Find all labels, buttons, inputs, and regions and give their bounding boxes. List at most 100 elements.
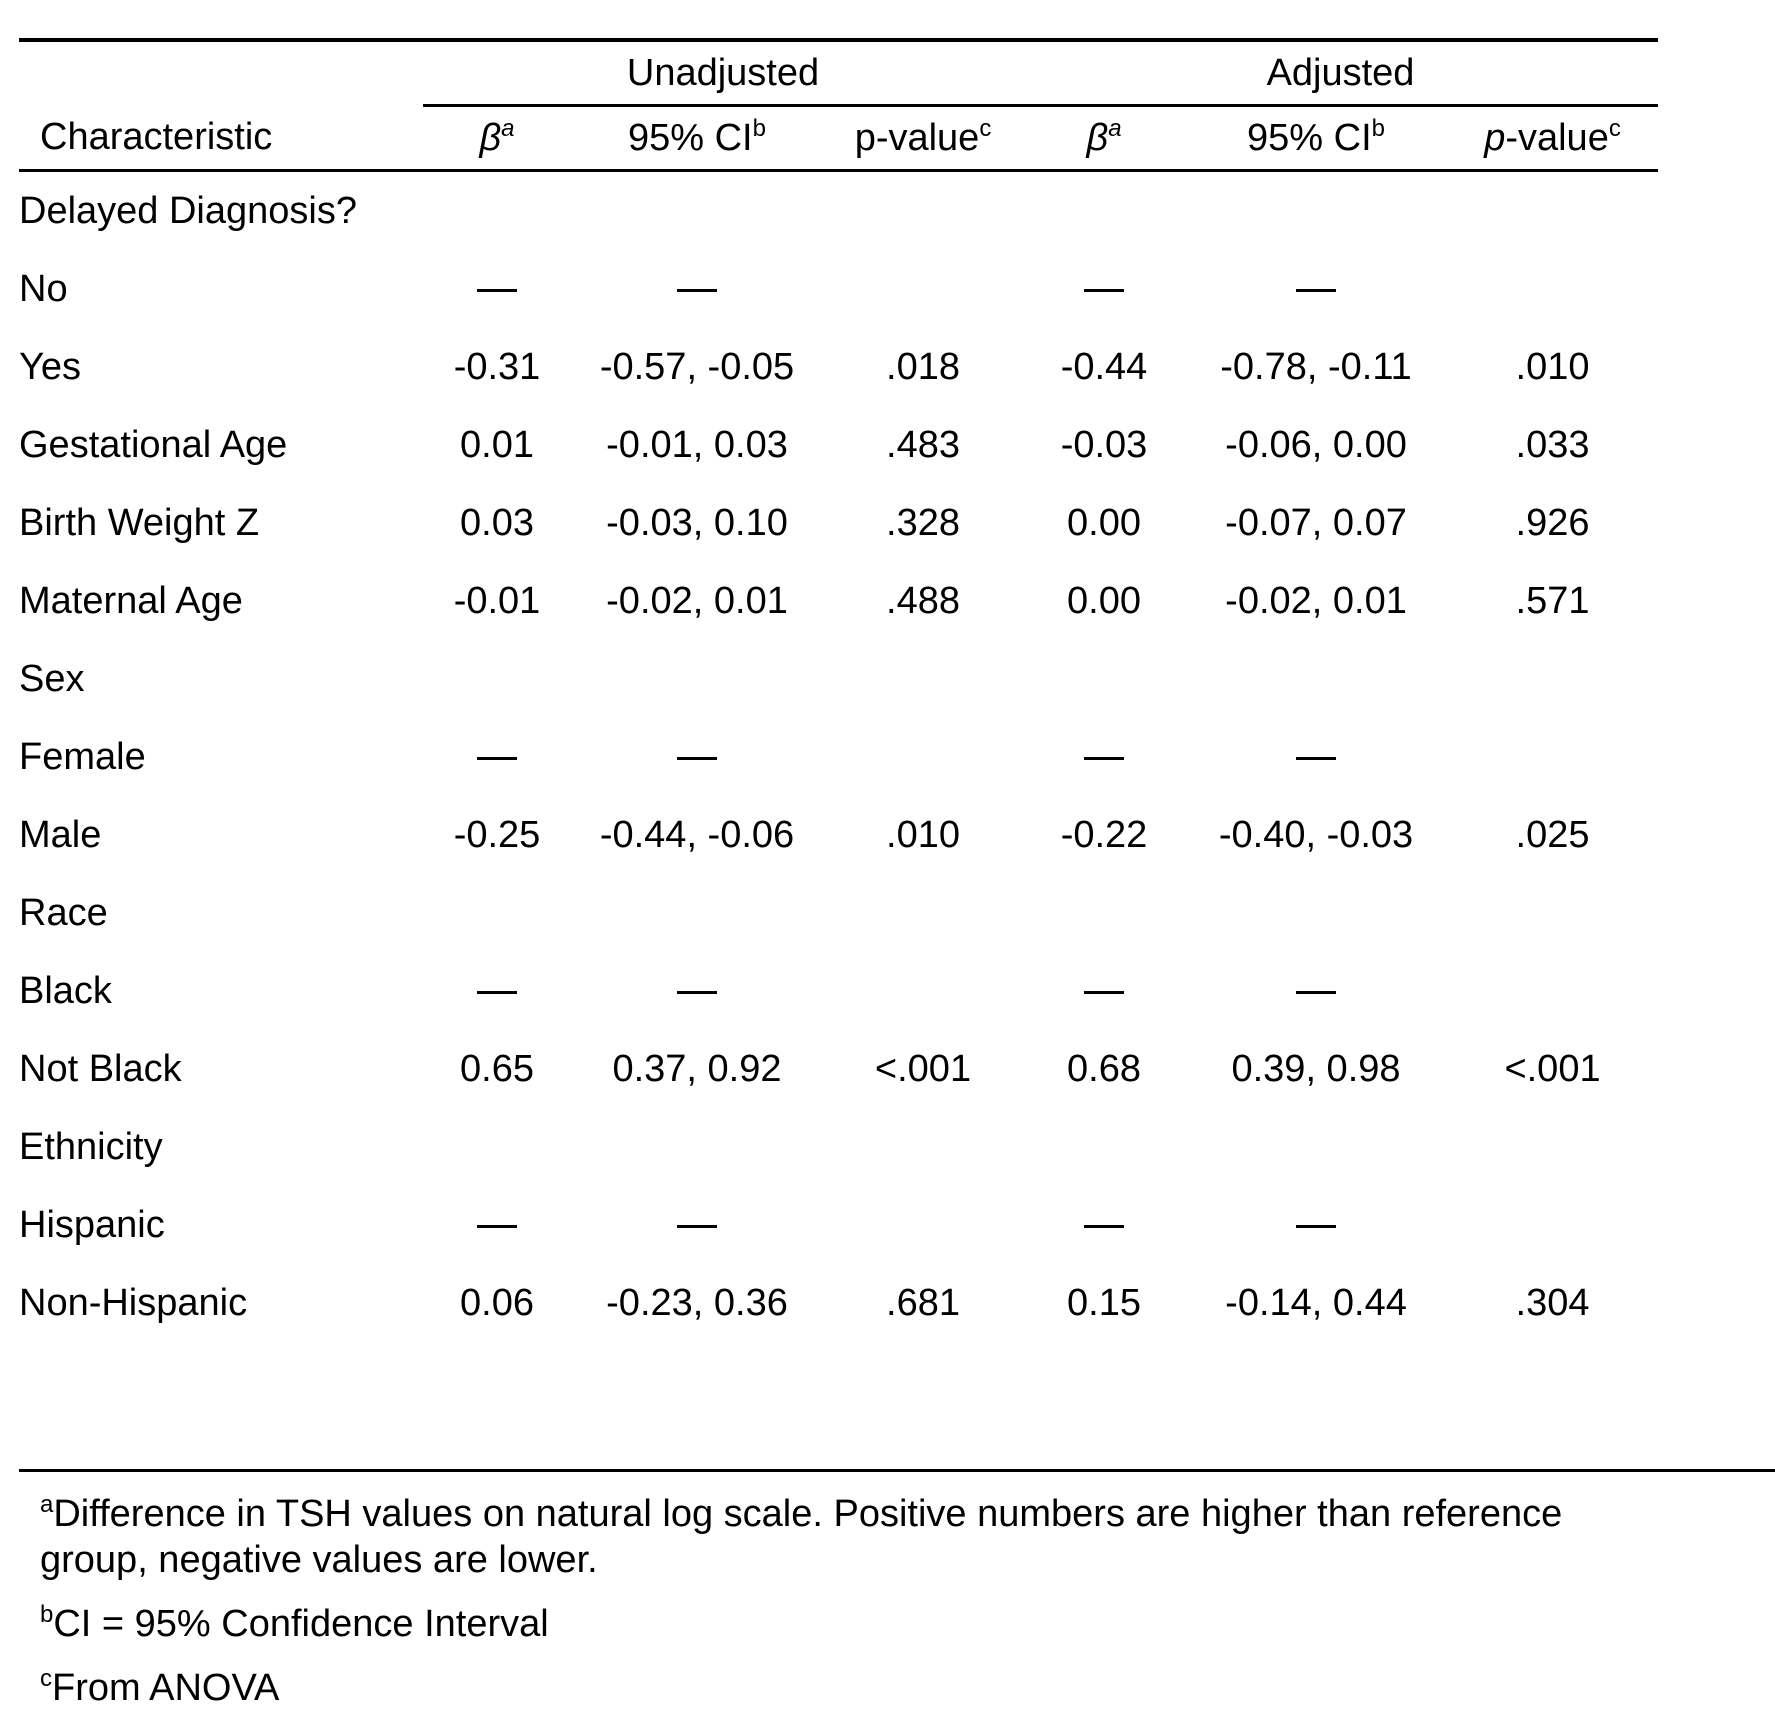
cell-unadjusted-beta <box>423 952 571 1030</box>
cell-unadjusted-ci: -0.03, 0.10 <box>606 502 788 544</box>
column-header-adjusted-pvalue: p-valuec <box>1447 105 1659 172</box>
cell-unadjusted-beta <box>423 1186 571 1264</box>
reference-dash <box>1084 757 1125 761</box>
cell-adjusted-pvalue: .926 <box>1515 502 1590 544</box>
cell-adjusted-pvalue <box>1447 718 1658 796</box>
reference-dash <box>1296 289 1337 293</box>
cell-unadjusted-ci <box>571 874 823 952</box>
ci-footnote-mark: b <box>752 115 766 142</box>
cell-unadjusted-ci: 0.37, 0.92 <box>612 1048 782 1090</box>
table-row: Race <box>19 874 1658 952</box>
table-row: Male -0.25 -0.44, -0.06 .010 -0.22 -0.40, -0.… <box>19 796 1658 874</box>
cell-unadjusted-beta: 0.06 <box>460 1282 534 1324</box>
cell-adjusted-pvalue: <.001 <box>1504 1048 1601 1090</box>
cell-unadjusted-beta <box>423 171 571 251</box>
cell-adjusted-pvalue: .033 <box>1515 424 1590 466</box>
cell-adjusted-ci: -0.14, 0.44 <box>1225 1282 1407 1324</box>
reference-dash <box>477 1225 517 1229</box>
footnote-a: aDifference in TSH values on natural log… <box>40 1491 1680 1583</box>
cell-unadjusted-beta <box>423 640 571 718</box>
cell-adjusted-pvalue: .025 <box>1515 814 1590 856</box>
table-row: Delayed Diagnosis? <box>19 171 1658 251</box>
column-header-characteristic: Characteristic <box>19 105 423 172</box>
beta-footnote-mark: a <box>1108 115 1122 142</box>
row-label: Maternal Age <box>19 580 243 622</box>
cell-adjusted-ci: -0.06, 0.00 <box>1225 424 1407 466</box>
footnote-b-mark: b <box>40 1601 54 1628</box>
cell-adjusted-beta <box>1023 1186 1185 1264</box>
cell-adjusted-ci <box>1185 640 1447 718</box>
column-header-adjusted-ci: 95% CIb <box>1185 105 1448 172</box>
cell-adjusted-ci <box>1185 874 1447 952</box>
table-row: Ethnicity <box>19 1108 1658 1186</box>
reference-dash <box>1084 289 1125 293</box>
cell-adjusted-ci <box>1185 250 1447 328</box>
cell-unadjusted-beta: 0.01 <box>460 424 534 466</box>
cell-unadjusted-beta: 0.65 <box>460 1048 534 1090</box>
cell-unadjusted-pvalue: .010 <box>886 814 960 856</box>
table-row: No <box>19 250 1658 328</box>
table-row: Sex <box>19 640 1658 718</box>
cell-adjusted-beta <box>1023 640 1185 718</box>
row-label: Birth Weight Z <box>19 502 260 544</box>
cell-adjusted-ci: -0.78, -0.11 <box>1220 346 1412 388</box>
footnote-a-text: Difference in TSH values on natural log … <box>40 1493 1563 1581</box>
beta-symbol: β <box>479 117 502 159</box>
row-label: Race <box>19 892 108 934</box>
cell-unadjusted-ci <box>571 640 823 718</box>
group-header-spacer <box>19 38 423 106</box>
row-label: Hispanic <box>19 1204 165 1246</box>
cell-adjusted-pvalue <box>1447 171 1658 251</box>
regression-results-table: Unadjusted Adjusted Characteristic βa 95… <box>19 38 1659 1342</box>
cell-adjusted-ci <box>1185 718 1447 796</box>
cell-unadjusted-ci <box>571 1186 823 1264</box>
footnote-b: bCI = 95% Confidence Interval <box>40 1601 1680 1647</box>
cell-unadjusted-pvalue: .488 <box>886 580 960 622</box>
cell-adjusted-beta <box>1023 952 1185 1030</box>
cell-adjusted-beta: 0.00 <box>1067 580 1141 622</box>
cell-adjusted-ci: -0.07, 0.07 <box>1225 502 1407 544</box>
cell-unadjusted-pvalue <box>823 1108 1023 1186</box>
cell-unadjusted-pvalue <box>823 952 1023 1030</box>
reference-dash <box>477 757 517 761</box>
column-header-unadjusted-beta: βa <box>423 105 571 172</box>
results-table-container: Unadjusted Adjusted Characteristic βa 95… <box>19 38 1659 1342</box>
reference-dash <box>677 991 717 995</box>
table-row: Not Black 0.65 0.37, 0.92 <.001 0.68 0.39, 0.… <box>19 1030 1658 1108</box>
pvalue-label: p-value <box>854 117 980 159</box>
row-label: Sex <box>19 658 85 700</box>
ci-label: 95% CI <box>1247 117 1372 159</box>
cell-unadjusted-ci <box>571 250 823 328</box>
cell-adjusted-beta: 0.15 <box>1067 1282 1141 1324</box>
beta-footnote-mark: a <box>501 115 515 142</box>
cell-adjusted-beta <box>1023 250 1185 328</box>
cell-unadjusted-beta: 0.03 <box>460 502 534 544</box>
group-header-unadjusted: Unadjusted <box>423 38 1024 107</box>
pvalue-footnote-mark: c <box>979 115 992 142</box>
cell-adjusted-pvalue: .304 <box>1515 1282 1590 1324</box>
row-label: Male <box>19 814 102 856</box>
reference-dash <box>1296 1225 1337 1229</box>
footnote-a-mark: a <box>40 1491 54 1518</box>
cell-adjusted-beta: -0.22 <box>1060 814 1148 856</box>
reference-dash <box>1296 991 1337 995</box>
pvalue-label-rest: -value <box>1505 117 1609 159</box>
cell-unadjusted-pvalue <box>823 1186 1023 1264</box>
row-label: Ethnicity <box>19 1126 163 1168</box>
cell-unadjusted-beta <box>423 874 571 952</box>
column-header-adjusted-beta: βa <box>1023 105 1186 172</box>
cell-adjusted-ci <box>1185 1108 1447 1186</box>
column-header-row: Characteristic βa 95% CIb p-valuec βa 95… <box>19 105 1659 172</box>
ci-label: 95% CI <box>628 117 753 159</box>
cell-adjusted-beta: -0.03 <box>1060 424 1148 466</box>
cell-unadjusted-beta <box>423 250 571 328</box>
cell-unadjusted-pvalue <box>823 640 1023 718</box>
cell-adjusted-pvalue <box>1447 250 1658 328</box>
table-row: Hispanic <box>19 1186 1658 1264</box>
cell-adjusted-beta <box>1023 718 1185 796</box>
column-header-unadjusted-ci: 95% CIb <box>571 105 823 172</box>
cell-unadjusted-beta: -0.01 <box>453 580 541 622</box>
cell-unadjusted-ci: -0.01, 0.03 <box>606 424 788 466</box>
reference-dash <box>677 1225 717 1229</box>
cell-adjusted-beta: 0.68 <box>1067 1048 1141 1090</box>
